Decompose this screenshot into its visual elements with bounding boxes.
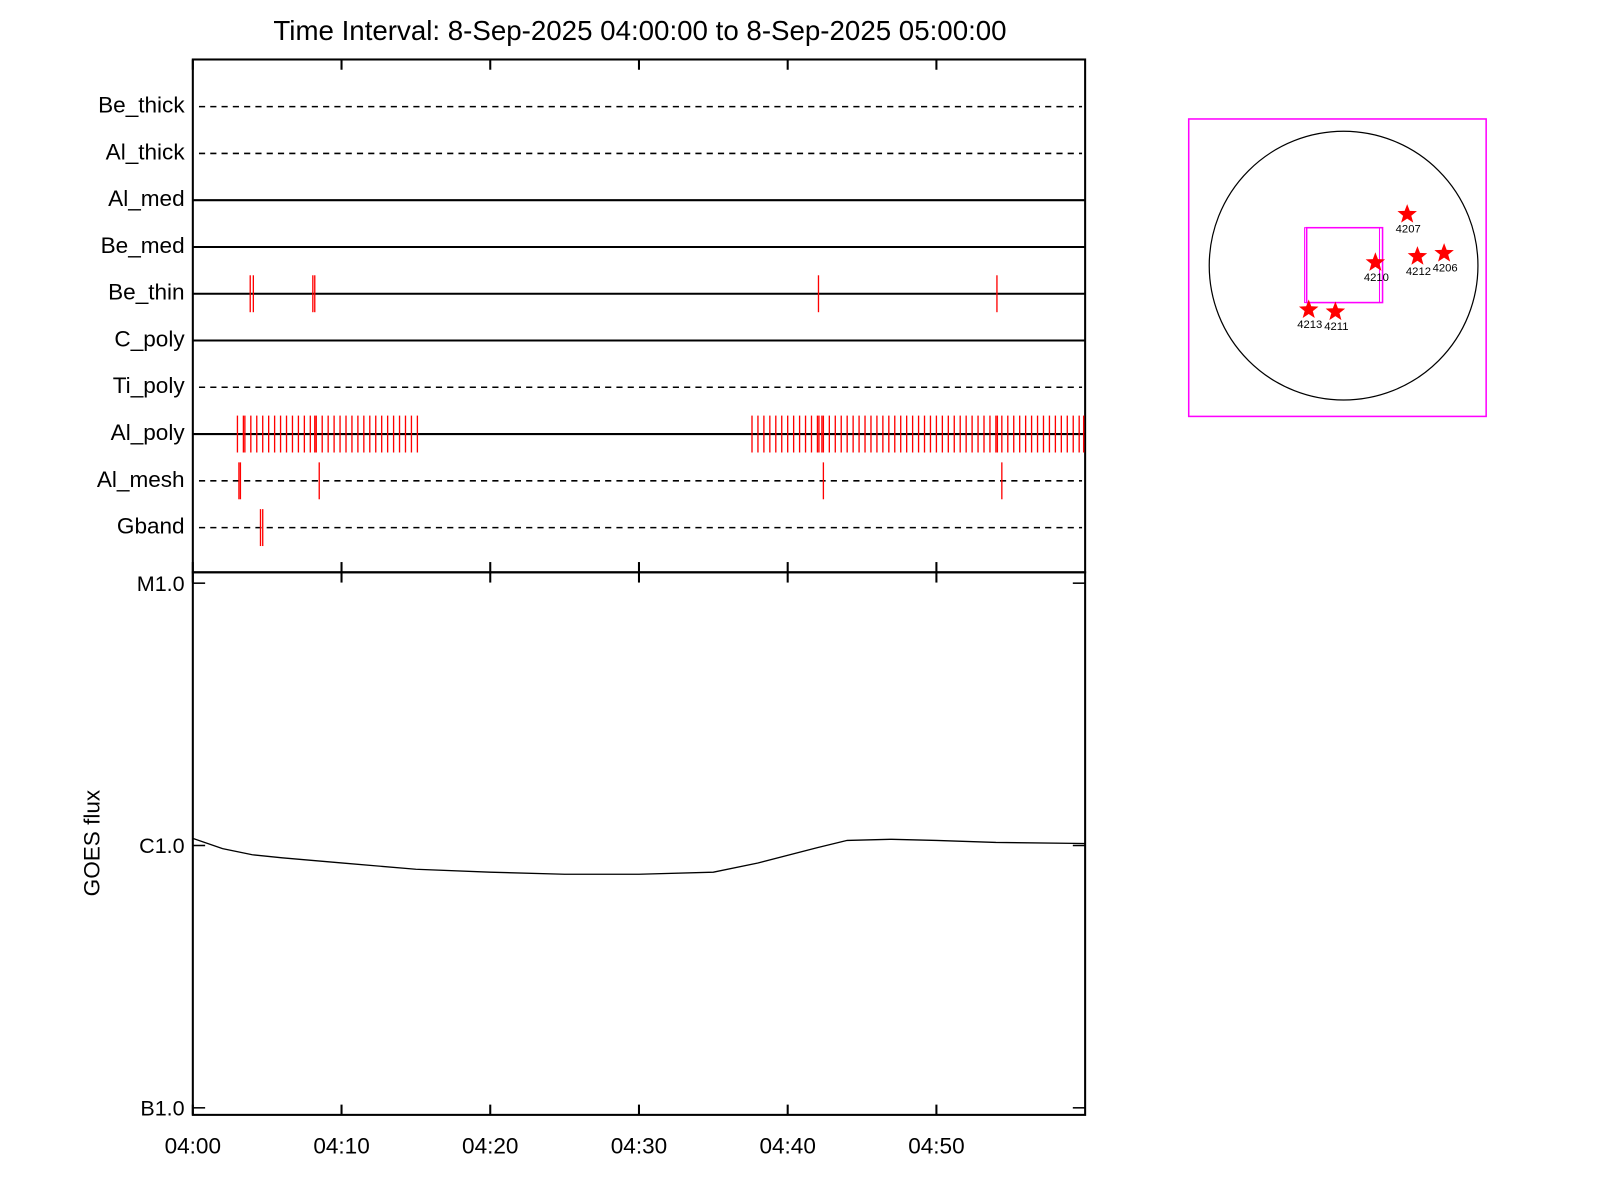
x-tick-label: 04:00: [165, 1134, 221, 1159]
panel-frame: [191, 58, 1087, 574]
region-marker: [1298, 299, 1319, 319]
x-tick-label: 04:20: [462, 1134, 518, 1159]
filter-label: C_poly: [114, 326, 185, 351]
filter-label: Al_poly: [111, 420, 186, 445]
filter-label: Al_mesh: [97, 467, 185, 492]
region-label: 4212: [1406, 266, 1431, 278]
y-tick-label: M1.0: [137, 572, 185, 596]
region-label: 4210: [1364, 272, 1389, 284]
panel-frame: [191, 571, 1087, 1116]
region-marker: [1397, 204, 1417, 223]
region-label: 4207: [1396, 224, 1421, 236]
x-tick-label: 04:50: [908, 1134, 964, 1159]
solar-disk: [1208, 130, 1479, 401]
filter-label: Be_med: [101, 233, 185, 258]
filter-label: Gband: [117, 514, 185, 539]
filter-label: Al_med: [108, 186, 184, 211]
region-marker: [1325, 301, 1346, 321]
filter-label: Be_thick: [98, 93, 185, 118]
filter-label: Al_thick: [106, 139, 186, 164]
x-tick-label: 04:10: [313, 1134, 369, 1159]
region-label: 4206: [1433, 263, 1458, 275]
region-marker: [1365, 252, 1386, 271]
region-marker: [1407, 246, 1428, 265]
chart-title: Time Interval: 8-Sep-2025 04:00:00 to 8-…: [273, 15, 1006, 46]
region-marker: [1434, 243, 1454, 262]
fov-box: [1304, 227, 1380, 304]
goes-curve: [192, 837, 1086, 875]
x-tick-label: 04:40: [759, 1134, 815, 1159]
region-label: 4213: [1297, 319, 1322, 331]
y-axis-label: GOES flux: [79, 789, 104, 896]
filter-label: Ti_poly: [113, 373, 186, 398]
y-tick-label: B1.0: [140, 1097, 184, 1121]
map-frame: [1187, 118, 1487, 418]
x-tick-label: 04:30: [611, 1134, 667, 1159]
filter-label: Be_thin: [108, 280, 184, 305]
y-tick-label: C1.0: [139, 834, 184, 858]
region-label: 4211: [1324, 321, 1348, 333]
